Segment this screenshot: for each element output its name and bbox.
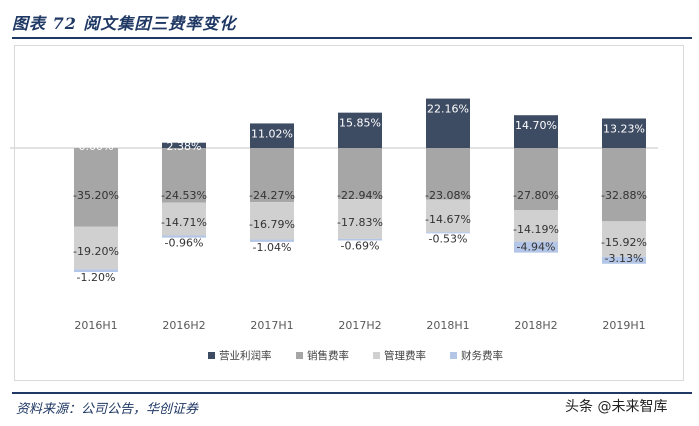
data-label-selling-rate: -24.27% [249, 189, 295, 202]
bar-finance-rate [250, 239, 294, 242]
data-label-operating-margin: 22.16% [427, 103, 469, 116]
data-label-admin-rate: -16.79% [249, 218, 295, 231]
bar-admin-rate [74, 226, 118, 270]
data-label-selling-rate: -24.53% [161, 189, 207, 202]
legend-label: 管理费率 [384, 349, 426, 362]
data-label-finance-rate: -0.96% [165, 237, 204, 250]
data-label-operating-margin: 13.23% [603, 122, 645, 135]
x-tick-label: 2018H1 [426, 319, 469, 332]
legend-label: 营业利润率 [219, 349, 272, 362]
data-label-selling-rate: -23.08% [425, 189, 471, 202]
data-label-operating-margin: 0.00% [79, 140, 114, 153]
legend-label: 财务费率 [461, 349, 503, 362]
bar-selling-rate [74, 148, 118, 227]
data-label-operating-margin: 11.02% [251, 127, 293, 140]
bar-admin-rate [514, 209, 558, 242]
bar-selling-rate [162, 148, 206, 203]
legend-swatch [373, 352, 380, 359]
data-label-admin-rate: -19.20% [73, 245, 119, 258]
x-tick-label: 2017H1 [250, 319, 293, 332]
source-note: 资料来源：公司公告，华创证券 [16, 402, 199, 417]
data-label-selling-rate: -32.88% [601, 189, 647, 202]
data-label-selling-rate: -27.80% [513, 189, 559, 202]
x-tick-label: 2016H2 [162, 319, 205, 332]
data-label-selling-rate: -35.20% [73, 189, 119, 202]
bar-finance-rate [74, 269, 118, 272]
bar-finance-rate [162, 235, 206, 238]
data-label-operating-margin: 2.38% [167, 140, 202, 153]
bar-selling-rate [250, 148, 294, 203]
bar-finance-rate [338, 238, 382, 241]
x-tick-label: 2017H2 [338, 319, 381, 332]
bar-admin-rate [602, 221, 646, 257]
bar-operating-margin [338, 112, 382, 148]
bar-operating-margin [514, 115, 558, 148]
data-label-operating-margin: 14.70% [515, 119, 557, 132]
legend-swatch [208, 352, 215, 359]
data-label-admin-rate: -17.83% [337, 216, 383, 229]
bar-operating-margin [602, 118, 646, 148]
data-label-admin-rate: -14.67% [425, 213, 471, 226]
data-label-admin-rate: -15.92% [601, 236, 647, 249]
bar-admin-rate [338, 199, 382, 239]
x-tick-label: 2016H1 [74, 319, 117, 332]
bar-selling-rate [426, 148, 470, 200]
bar-operating-margin [250, 123, 294, 148]
x-tick-label: 2018H2 [514, 319, 557, 332]
legend-swatch [296, 352, 303, 359]
bar-admin-rate [250, 202, 294, 240]
legend-label: 销售费率 [307, 349, 349, 362]
data-label-operating-margin: 15.85% [339, 117, 381, 130]
data-label-finance-rate: -0.69% [341, 239, 380, 252]
bar-selling-rate [514, 148, 558, 210]
data-label-finance-rate: -3.13% [605, 252, 644, 265]
footer-rule [12, 392, 692, 394]
bar-admin-rate [426, 199, 470, 233]
bar-admin-rate [162, 202, 206, 236]
data-label-finance-rate: -1.04% [253, 241, 292, 254]
title-rule [12, 37, 692, 39]
stacked-bar-chart: 0.00% -35.20% -19.20% -1.20% 2016H1 2.38% -24.… [10, 98, 658, 362]
bar-finance-rate [426, 232, 470, 234]
data-label-admin-rate: -14.71% [161, 216, 207, 229]
bar-selling-rate [338, 148, 382, 200]
bar-finance-rate [514, 241, 558, 253]
data-label-selling-rate: -22.94% [337, 189, 383, 202]
figure-title: 图表 72 阅文集团三费率变化 [12, 14, 237, 33]
watermark-text: 头条 @未来智库 [565, 399, 668, 415]
bar-operating-margin [426, 98, 470, 148]
data-label-finance-rate: -1.20% [77, 271, 116, 284]
data-label-finance-rate: -0.53% [429, 232, 468, 245]
bar-selling-rate [602, 148, 646, 222]
bar-operating-margin [162, 142, 206, 148]
data-label-admin-rate: -14.19% [513, 223, 559, 236]
x-tick-label: 2019H1 [602, 319, 645, 332]
bar-finance-rate [602, 256, 646, 264]
legend-swatch [450, 352, 457, 359]
data-label-finance-rate: -4.94% [517, 241, 556, 254]
